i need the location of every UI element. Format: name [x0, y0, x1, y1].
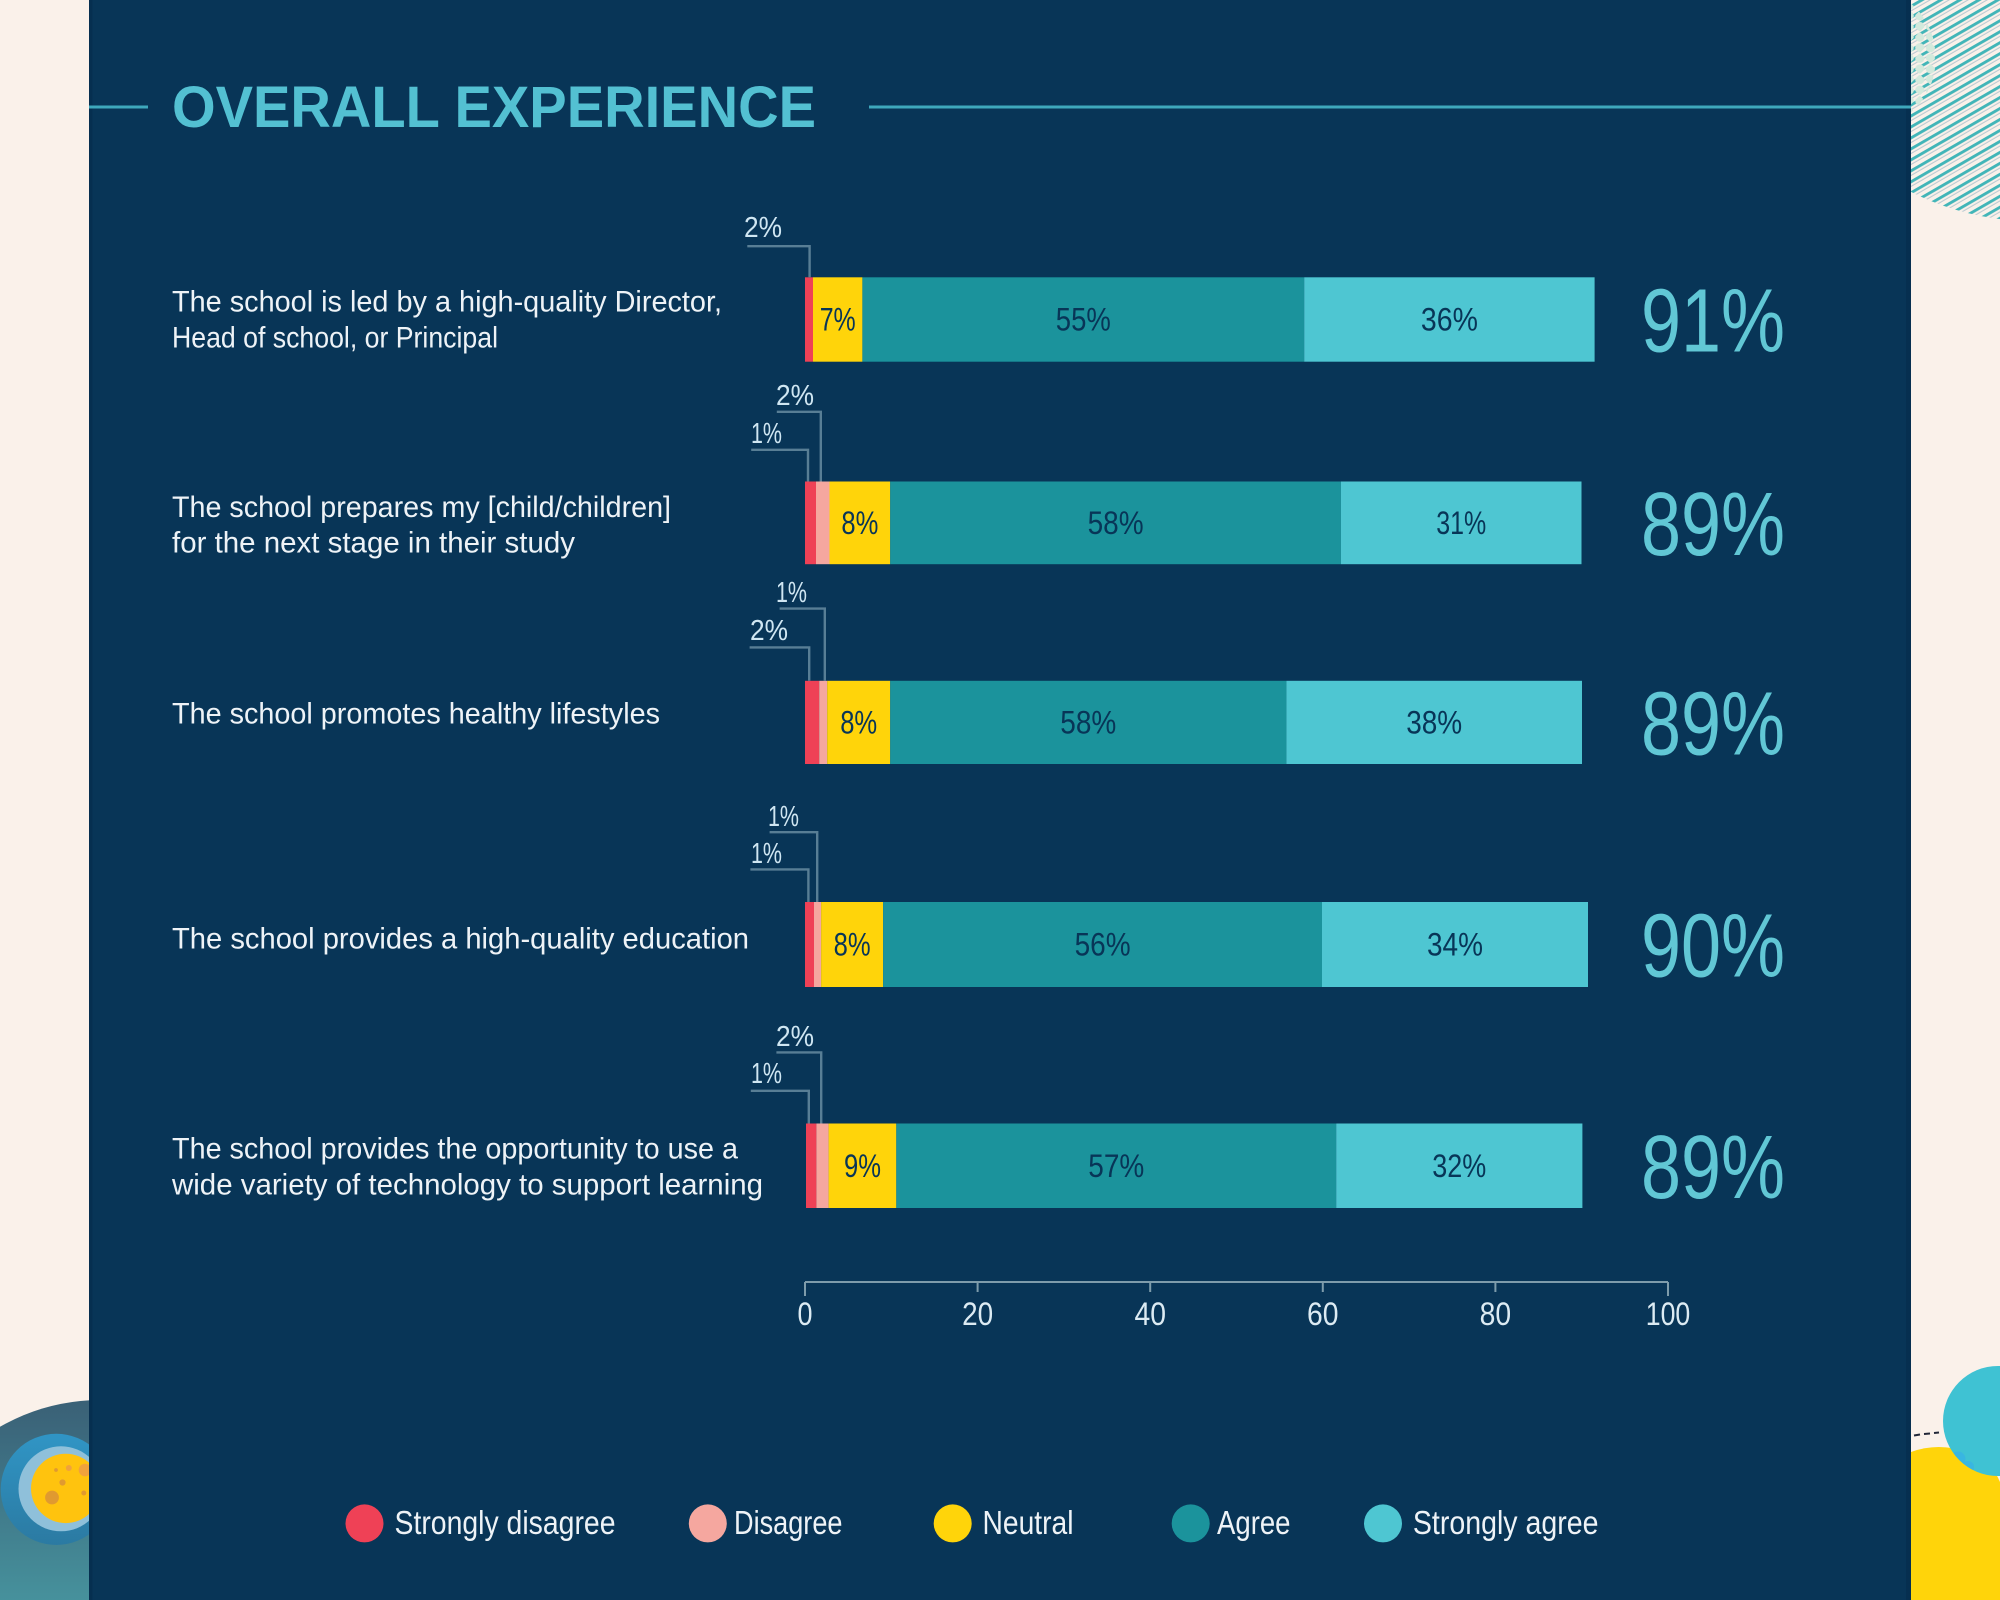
svg-text:55%: 55%: [1056, 302, 1111, 338]
svg-text:2%: 2%: [744, 212, 782, 244]
svg-text:9%: 9%: [844, 1148, 881, 1184]
svg-text:89%: 89%: [1641, 1118, 1785, 1218]
svg-text:The school provides the opport: The school provides the opportunity to u…: [172, 1133, 738, 1166]
svg-text:2%: 2%: [750, 615, 788, 647]
svg-text:The school promotes healthy li: The school promotes healthy lifestyles: [172, 698, 660, 731]
svg-text:100: 100: [1646, 1296, 1691, 1332]
svg-text:91%: 91%: [1641, 272, 1785, 372]
svg-text:for the next stage in their st: for the next stage in their study: [172, 526, 575, 559]
svg-text:2%: 2%: [776, 1021, 814, 1053]
svg-text:Disagree: Disagree: [734, 1504, 843, 1541]
svg-text:Neutral: Neutral: [983, 1504, 1074, 1541]
svg-text:2%: 2%: [776, 380, 814, 412]
svg-text:31%: 31%: [1436, 505, 1486, 541]
svg-text:58%: 58%: [1060, 704, 1116, 740]
svg-text:58%: 58%: [1088, 505, 1144, 541]
svg-text:1%: 1%: [768, 801, 799, 833]
svg-text:38%: 38%: [1406, 704, 1462, 740]
svg-text:1%: 1%: [776, 577, 807, 609]
svg-text:OVERALL EXPERIENCE: OVERALL EXPERIENCE: [172, 75, 816, 140]
svg-text:89%: 89%: [1641, 674, 1785, 774]
svg-text:Head of school, or Principal: Head of school, or Principal: [172, 322, 498, 355]
svg-text:1%: 1%: [751, 1058, 782, 1090]
svg-text:8%: 8%: [840, 704, 877, 740]
svg-text:40: 40: [1134, 1296, 1166, 1332]
svg-text:8%: 8%: [841, 505, 878, 541]
svg-text:1%: 1%: [751, 838, 782, 870]
svg-text:56%: 56%: [1075, 927, 1131, 963]
svg-text:20: 20: [962, 1296, 993, 1332]
svg-text:90%: 90%: [1641, 897, 1785, 997]
svg-text:32%: 32%: [1432, 1148, 1486, 1184]
svg-text:The school provides a high-qua: The school provides a high-quality educa…: [172, 923, 749, 956]
svg-text:89%: 89%: [1641, 475, 1785, 575]
svg-text:Strongly agree: Strongly agree: [1413, 1504, 1599, 1541]
svg-text:7%: 7%: [820, 302, 856, 338]
svg-text:The school prepares my [child/: The school prepares my [child/children]: [172, 491, 671, 524]
svg-text:Strongly disagree: Strongly disagree: [395, 1504, 616, 1541]
svg-text:0: 0: [798, 1296, 813, 1332]
svg-text:1%: 1%: [751, 418, 782, 450]
svg-text:The school is led by a high-qu: The school is led by a high-quality Dire…: [172, 286, 722, 319]
svg-text:57%: 57%: [1088, 1148, 1144, 1184]
svg-text:34%: 34%: [1427, 927, 1483, 963]
svg-text:Agree: Agree: [1217, 1504, 1291, 1541]
svg-text:8%: 8%: [834, 927, 871, 963]
svg-text:60: 60: [1307, 1296, 1339, 1332]
svg-text:80: 80: [1480, 1296, 1512, 1332]
svg-text:wide variety of technology to: wide variety of technology to support le…: [171, 1169, 763, 1202]
svg-text:36%: 36%: [1421, 302, 1478, 338]
